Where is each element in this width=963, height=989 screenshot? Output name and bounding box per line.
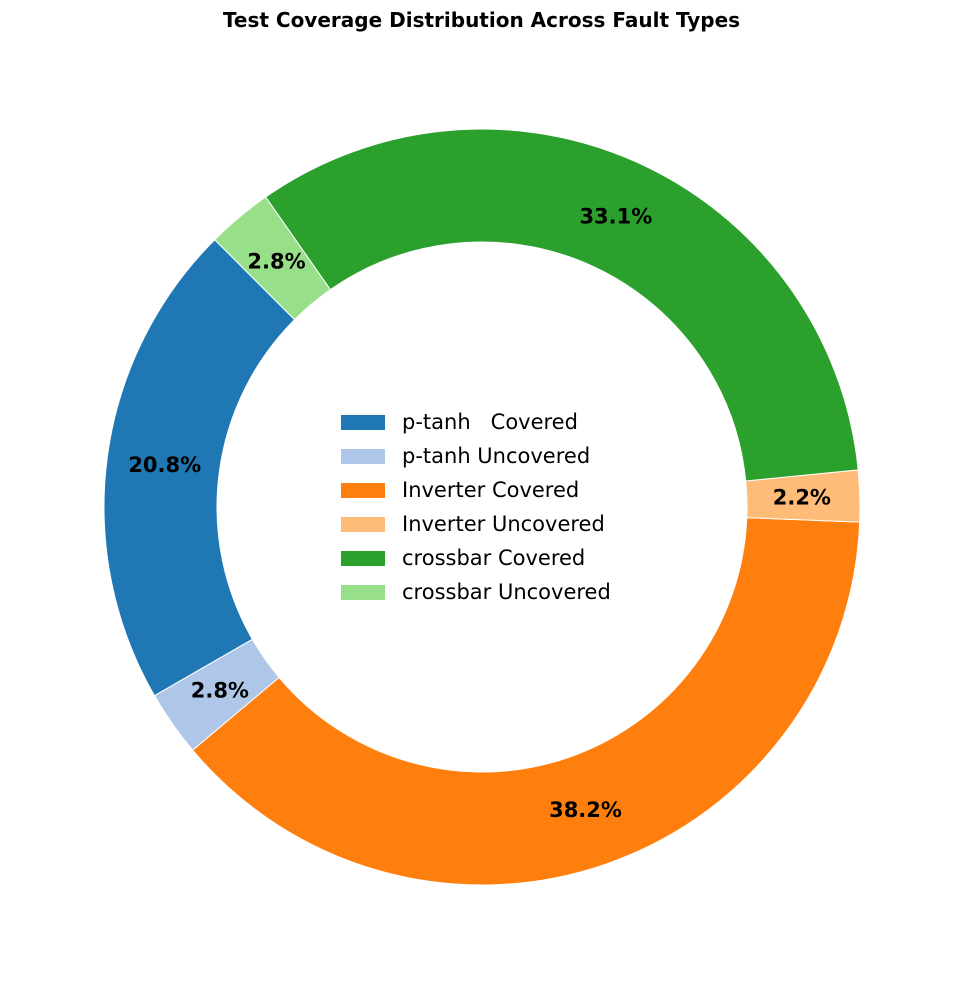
legend-label: Inverter Covered (402, 478, 580, 502)
slice-percent-label: 38.2% (549, 798, 622, 822)
legend-item: Inverter Covered (341, 473, 611, 507)
legend: p-tanh Covered p-tanh Uncovered Inverter… (341, 405, 611, 609)
legend-label: crossbar Covered (402, 546, 586, 570)
legend-label: crossbar Uncovered (402, 580, 611, 604)
legend-swatch (341, 448, 385, 464)
slice-percent-label: 2.2% (773, 486, 831, 510)
slice-percent-label: 33.1% (579, 204, 652, 228)
donut-slice (191, 517, 861, 886)
legend-item: p-tanh Covered (341, 405, 611, 439)
legend-swatch (341, 414, 385, 430)
legend-swatch (341, 550, 385, 566)
legend-item: crossbar Uncovered (341, 575, 611, 609)
slice-percent-label: 2.8% (191, 679, 249, 703)
legend-item: Inverter Uncovered (341, 507, 611, 541)
legend-label: p-tanh Covered (402, 410, 578, 434)
donut-slice (214, 196, 332, 321)
legend-item: crossbar Covered (341, 541, 611, 575)
legend-label: p-tanh Uncovered (402, 444, 591, 468)
donut-slices (103, 128, 861, 886)
chart-title: Test Coverage Distribution Across Fault … (222, 8, 741, 32)
slice-percent-label: 20.8% (128, 453, 201, 477)
legend-swatch (341, 482, 385, 498)
slice-percent-label: 2.8% (247, 250, 305, 274)
donut-slice (264, 128, 859, 482)
donut-slice (103, 239, 296, 697)
legend-swatch (341, 516, 385, 532)
percent-labels: 20.8% 2.8% 38.2% 2.2% 33.1% 2.8% (128, 204, 831, 821)
legend-item: p-tanh Uncovered (341, 439, 611, 473)
legend-swatch (341, 584, 385, 600)
legend-label: Inverter Uncovered (402, 512, 605, 536)
